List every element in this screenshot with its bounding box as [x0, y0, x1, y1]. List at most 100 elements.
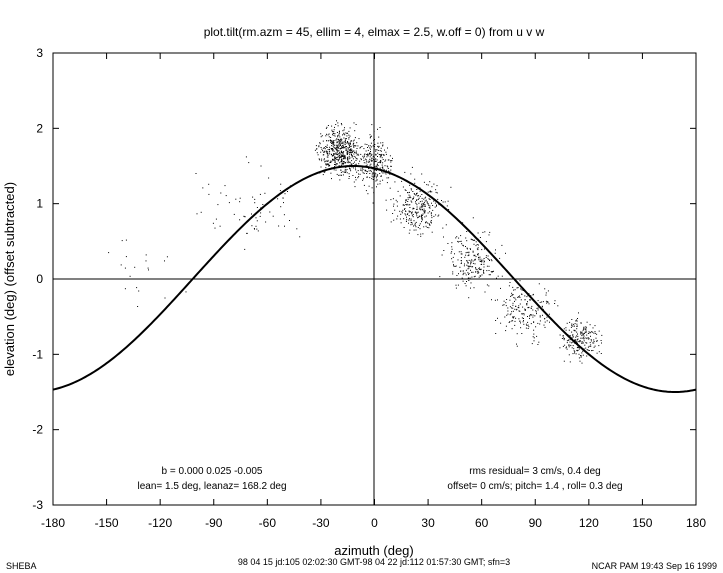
scatter-point — [573, 323, 575, 325]
scatter-point — [277, 198, 279, 200]
x-tick-label: -120 — [148, 516, 172, 530]
scatter-point — [429, 190, 431, 192]
scatter-point — [324, 171, 326, 173]
scatter-point — [575, 353, 577, 355]
scatter-point — [352, 143, 354, 145]
scatter-point — [598, 330, 600, 332]
scatter-point — [357, 145, 359, 147]
scatter-point — [473, 240, 475, 241]
scatter-point — [476, 248, 478, 250]
scatter-point — [478, 259, 480, 261]
scatter-point — [380, 160, 382, 162]
scatter-point — [376, 176, 378, 177]
scatter-point — [521, 293, 523, 295]
scatter-point — [466, 260, 468, 262]
scatter-point — [359, 147, 361, 149]
scatter-point — [580, 322, 582, 324]
scatter-point — [583, 327, 585, 329]
scatter-point — [384, 165, 386, 167]
scatter-point — [535, 311, 537, 313]
scatter-point — [565, 347, 567, 349]
scatter-point — [581, 362, 583, 364]
scatter-point — [588, 331, 590, 333]
scatter-point — [459, 266, 461, 268]
scatter-point — [577, 338, 579, 340]
scatter-point — [337, 122, 339, 124]
scatter-point — [548, 303, 550, 305]
scatter-point — [416, 208, 418, 210]
scatter-point — [219, 225, 221, 227]
scatter-point — [382, 142, 384, 144]
scatter-point — [461, 243, 463, 245]
scatter-point — [488, 265, 490, 267]
scatter-point — [385, 199, 387, 201]
scatter-point — [573, 350, 575, 352]
scatter-point — [323, 147, 324, 149]
scatter-point — [335, 144, 337, 146]
scatter-point — [343, 161, 345, 162]
scatter-point — [343, 143, 345, 145]
scatter-point — [548, 313, 550, 315]
scatter-point — [483, 266, 485, 268]
scatter-point — [336, 132, 338, 133]
scatter-point — [379, 155, 381, 157]
scatter-point — [411, 166, 413, 168]
scatter-point — [464, 256, 466, 258]
scatter-point — [421, 207, 423, 209]
scatter-point — [340, 159, 342, 161]
scatter-point — [573, 329, 575, 331]
scatter-point — [576, 328, 578, 330]
scatter-point — [333, 159, 335, 161]
scatter-point — [576, 325, 578, 327]
scatter-point — [345, 167, 347, 168]
scatter-point — [326, 147, 328, 148]
scatter-point — [424, 205, 426, 207]
scatter-point — [326, 150, 327, 152]
scatter-point — [521, 317, 523, 319]
scatter-point — [348, 161, 350, 163]
scatter-point — [370, 163, 372, 165]
scatter-point — [511, 328, 513, 330]
scatter-point — [528, 293, 530, 295]
scatter-point — [429, 181, 431, 183]
scatter-point — [333, 169, 335, 171]
scatter-point — [338, 159, 340, 161]
y-tick-label: -3 — [32, 498, 43, 512]
scatter-point — [432, 205, 434, 206]
scatter-point — [588, 338, 590, 340]
scatter-point — [379, 180, 381, 182]
scatter-point — [256, 228, 258, 230]
scatter-point — [395, 199, 397, 201]
scatter-point — [400, 213, 402, 215]
scatter-point — [478, 267, 480, 269]
scatter-point — [437, 215, 439, 217]
scatter-point — [598, 345, 600, 347]
scatter-point — [351, 154, 352, 155]
scatter-point — [350, 140, 352, 141]
scatter-point — [572, 345, 574, 347]
scatter-point — [331, 125, 333, 127]
scatter-point — [583, 335, 585, 337]
scatter-point — [272, 215, 274, 217]
scatter-point — [543, 324, 545, 326]
scatter-point — [344, 170, 346, 172]
scatter-point — [341, 163, 343, 165]
scatter-point — [477, 247, 479, 249]
scatter-point — [356, 142, 358, 144]
scatter-point — [544, 288, 546, 290]
scatter-point — [462, 270, 464, 272]
scatter-point — [494, 252, 496, 254]
scatter-point — [583, 337, 585, 339]
scatter-point — [239, 201, 241, 203]
scatter-point — [532, 316, 534, 318]
scatter-point — [423, 226, 425, 228]
x-axis-label: azimuth (deg) — [334, 543, 413, 558]
scatter-point — [444, 201, 446, 203]
scatter-point — [278, 225, 280, 227]
scatter-point — [580, 331, 582, 333]
scatter-point — [392, 213, 394, 214]
x-tick-label: -30 — [312, 516, 330, 530]
footer-right: NCAR PAM 19:43 Sep 16 1999 — [592, 561, 717, 571]
scatter-point — [460, 260, 462, 261]
scatter-point — [368, 145, 369, 147]
